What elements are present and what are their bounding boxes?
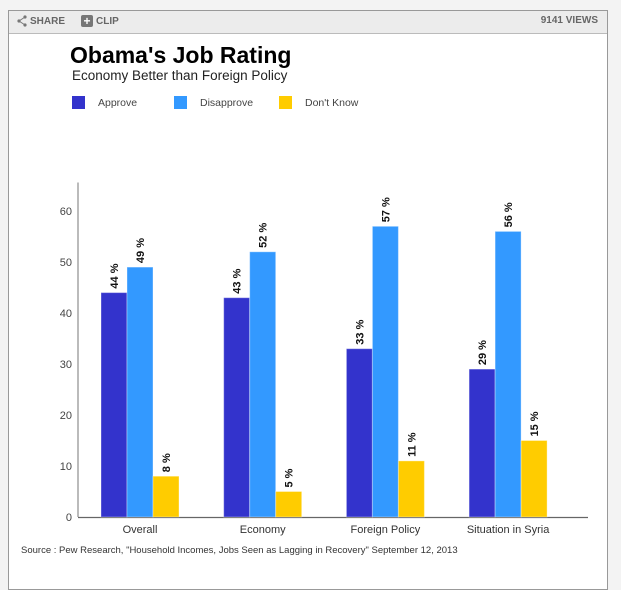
data-label: 43 % bbox=[232, 268, 244, 293]
data-label: 15 % bbox=[529, 411, 541, 436]
share-button[interactable]: SHARE bbox=[17, 15, 65, 27]
legend-swatch-disapprove bbox=[174, 96, 187, 109]
data-label: 8 % bbox=[161, 453, 173, 472]
share-label: SHARE bbox=[30, 15, 66, 27]
source-note: Source : Pew Research, "Household Income… bbox=[21, 545, 458, 556]
bar-approve bbox=[468, 368, 496, 518]
bar-don-t-know bbox=[397, 460, 425, 518]
data-label: 49 % bbox=[135, 238, 147, 263]
chart-title: Obama's Job Rating bbox=[70, 42, 292, 68]
share-icon bbox=[17, 15, 27, 27]
data-label: 33 % bbox=[354, 319, 366, 344]
bar-don-t-know bbox=[520, 440, 548, 518]
data-label: 52 % bbox=[258, 223, 270, 248]
x-category-label: Economy bbox=[240, 524, 286, 536]
data-label: 11 % bbox=[406, 432, 418, 457]
bar-disapprove bbox=[249, 251, 277, 518]
legend-item-approve[interactable]: Approve bbox=[72, 96, 174, 109]
y-tick-label: 30 bbox=[60, 359, 72, 371]
views-count: 9141 VIEWS bbox=[540, 15, 598, 26]
plus-icon: + bbox=[81, 15, 93, 27]
bar-don-t-know bbox=[275, 491, 303, 518]
data-label: 56 % bbox=[503, 202, 515, 227]
clip-button[interactable]: + CLIP bbox=[81, 15, 119, 27]
x-category-label: Overall bbox=[123, 524, 158, 536]
y-tick-label: 10 bbox=[60, 461, 72, 473]
bar-approve bbox=[345, 348, 373, 518]
y-tick-label: 0 bbox=[66, 512, 72, 524]
data-label: 57 % bbox=[380, 197, 392, 222]
legend-item-disapprove[interactable]: Disapprove bbox=[174, 96, 279, 109]
legend-label: Disapprove bbox=[200, 96, 254, 109]
legend-label: Approve bbox=[98, 96, 138, 109]
legend-label: Don't Know bbox=[305, 96, 359, 109]
y-tick-label: 60 bbox=[60, 206, 72, 218]
y-tick-label: 40 bbox=[60, 308, 72, 320]
clip-label: CLIP bbox=[96, 15, 119, 27]
bar-approve bbox=[100, 292, 128, 518]
legend-swatch-approve bbox=[72, 96, 85, 109]
y-tick-label: 20 bbox=[60, 410, 72, 422]
legend-swatch-dont-know bbox=[279, 96, 292, 109]
legend-item-dont-know[interactable]: Don't Know bbox=[279, 96, 358, 109]
x-category-label: Foreign Policy bbox=[351, 524, 421, 536]
toolbar: SHARE + CLIP 9141 VIEWS bbox=[9, 11, 607, 34]
legend: Approve Disapprove Don't Know bbox=[72, 96, 358, 109]
data-label: 44 % bbox=[109, 263, 121, 288]
bar-disapprove bbox=[494, 230, 522, 518]
bar-approve bbox=[223, 297, 251, 518]
chart-subtitle: Economy Better than Foreign Policy bbox=[72, 68, 288, 83]
y-tick-label: 50 bbox=[60, 257, 72, 269]
bar-disapprove bbox=[371, 225, 399, 518]
x-category-label: Situation in Syria bbox=[467, 524, 550, 536]
bar-disapprove bbox=[126, 266, 154, 518]
data-label: 29 % bbox=[477, 340, 489, 365]
bar-don-t-know bbox=[152, 475, 180, 518]
data-label: 5 % bbox=[284, 468, 296, 487]
